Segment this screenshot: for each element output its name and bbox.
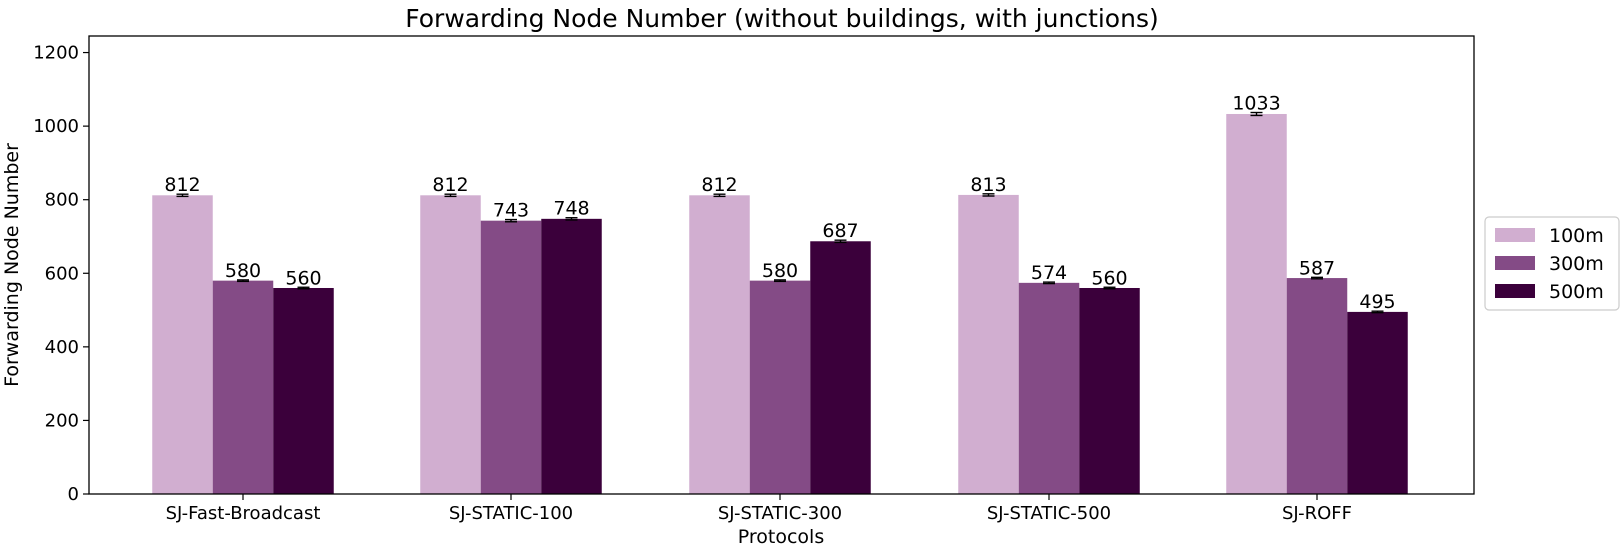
error-bar [505,218,517,223]
x-tick-label: SJ-STATIC-100 [449,503,573,524]
bar-value-label: 495 [1359,291,1395,313]
chart-title: Forwarding Node Number (without building… [405,4,1158,33]
error-bar [1043,281,1055,285]
error-bar [297,286,310,290]
legend: 100m 300m 500m [1484,216,1620,311]
bar-value-label: 574 [1031,262,1067,284]
legend-swatch [1495,228,1535,242]
bar [1079,287,1140,494]
bar-value-label: 812 [164,174,200,196]
bar [749,280,811,494]
error-bar [237,279,249,283]
bar-value-label: 813 [970,174,1006,196]
y-tick-label: 400 [45,337,79,358]
y-tick-label: 1000 [33,116,79,137]
bar [212,280,274,494]
plot-area: 0 200 400 600 800 1000 1200 SJ-Fast-Broadcast SJ… [33,43,1408,524]
legend-entry: 100m [1495,225,1604,247]
bar [1286,278,1348,494]
x-axis-label: Protocols [738,526,824,548]
y-tick-label: 200 [45,410,79,431]
bar [480,220,542,494]
y-tick-label: 0 [68,484,79,505]
error-bar [444,193,457,198]
bar [810,241,871,494]
bar-value-label: 560 [1091,267,1127,289]
bar-value-label: 580 [225,260,261,282]
error-bar [1250,111,1263,117]
legend-swatch [1495,284,1535,298]
y-tick-label: 600 [45,263,79,284]
bar-value-label: 687 [822,220,858,242]
error-bar [834,239,847,244]
x-tick-label: SJ-STATIC-500 [987,503,1111,524]
bar-value-label: 743 [493,200,529,222]
legend-swatch [1495,256,1535,270]
bar [689,195,750,494]
x-tick-label: SJ-STATIC-300 [718,503,842,524]
bar-value-label: 812 [701,174,737,196]
error-bar [1311,276,1323,280]
x-tick-label: SJ-ROFF [1282,503,1352,524]
bar [1226,113,1287,494]
bar [1347,311,1408,494]
legend-label: 100m [1549,225,1604,247]
bar [958,194,1019,495]
plot-frame [88,35,1475,495]
bar-value-label: 587 [1299,257,1335,279]
legend-entry: 300m [1495,253,1604,275]
error-bar [713,193,726,198]
error-bar [565,217,578,221]
y-tick-label: 1200 [33,43,79,64]
bar [152,195,213,494]
error-bar [1371,310,1384,314]
bar-value-label: 748 [553,198,589,220]
x-tick-label: SJ-Fast-Broadcast [166,503,321,524]
bar [273,287,334,494]
error-bar [176,193,189,198]
bar [541,218,602,494]
bar-value-label: 580 [762,260,798,282]
bar-value-label: 812 [432,174,468,196]
y-axis-label: Forwarding Node Number [1,143,23,387]
error-bar [1103,286,1116,290]
error-bar [982,193,995,197]
legend-label: 300m [1549,253,1604,275]
error-bar [774,279,786,283]
legend-entry: 500m [1495,281,1604,303]
bar-value-label: 1033 [1232,93,1280,115]
bar [420,195,481,494]
bar [1018,282,1080,494]
legend-label: 500m [1549,281,1604,303]
bar-value-label: 560 [285,267,321,289]
y-tick-label: 800 [45,190,79,211]
